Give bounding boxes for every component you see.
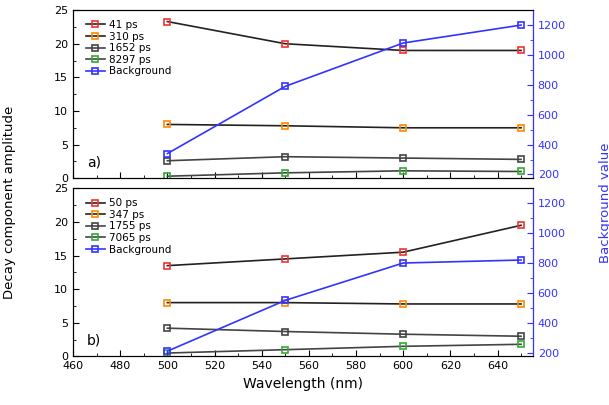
Legend: 41 ps, 310 ps, 1652 ps, 8297 ps, Background: 41 ps, 310 ps, 1652 ps, 8297 ps, Backgro… xyxy=(83,17,174,79)
X-axis label: Wavelength (nm): Wavelength (nm) xyxy=(243,377,363,391)
Text: Decay component amplitude: Decay component amplitude xyxy=(2,106,16,299)
Legend: 50 ps, 347 ps, 1755 ps, 7065 ps, Background: 50 ps, 347 ps, 1755 ps, 7065 ps, Backgro… xyxy=(83,195,174,258)
Text: Background value: Background value xyxy=(599,142,609,263)
Text: b): b) xyxy=(87,334,101,347)
Text: a): a) xyxy=(87,156,101,169)
